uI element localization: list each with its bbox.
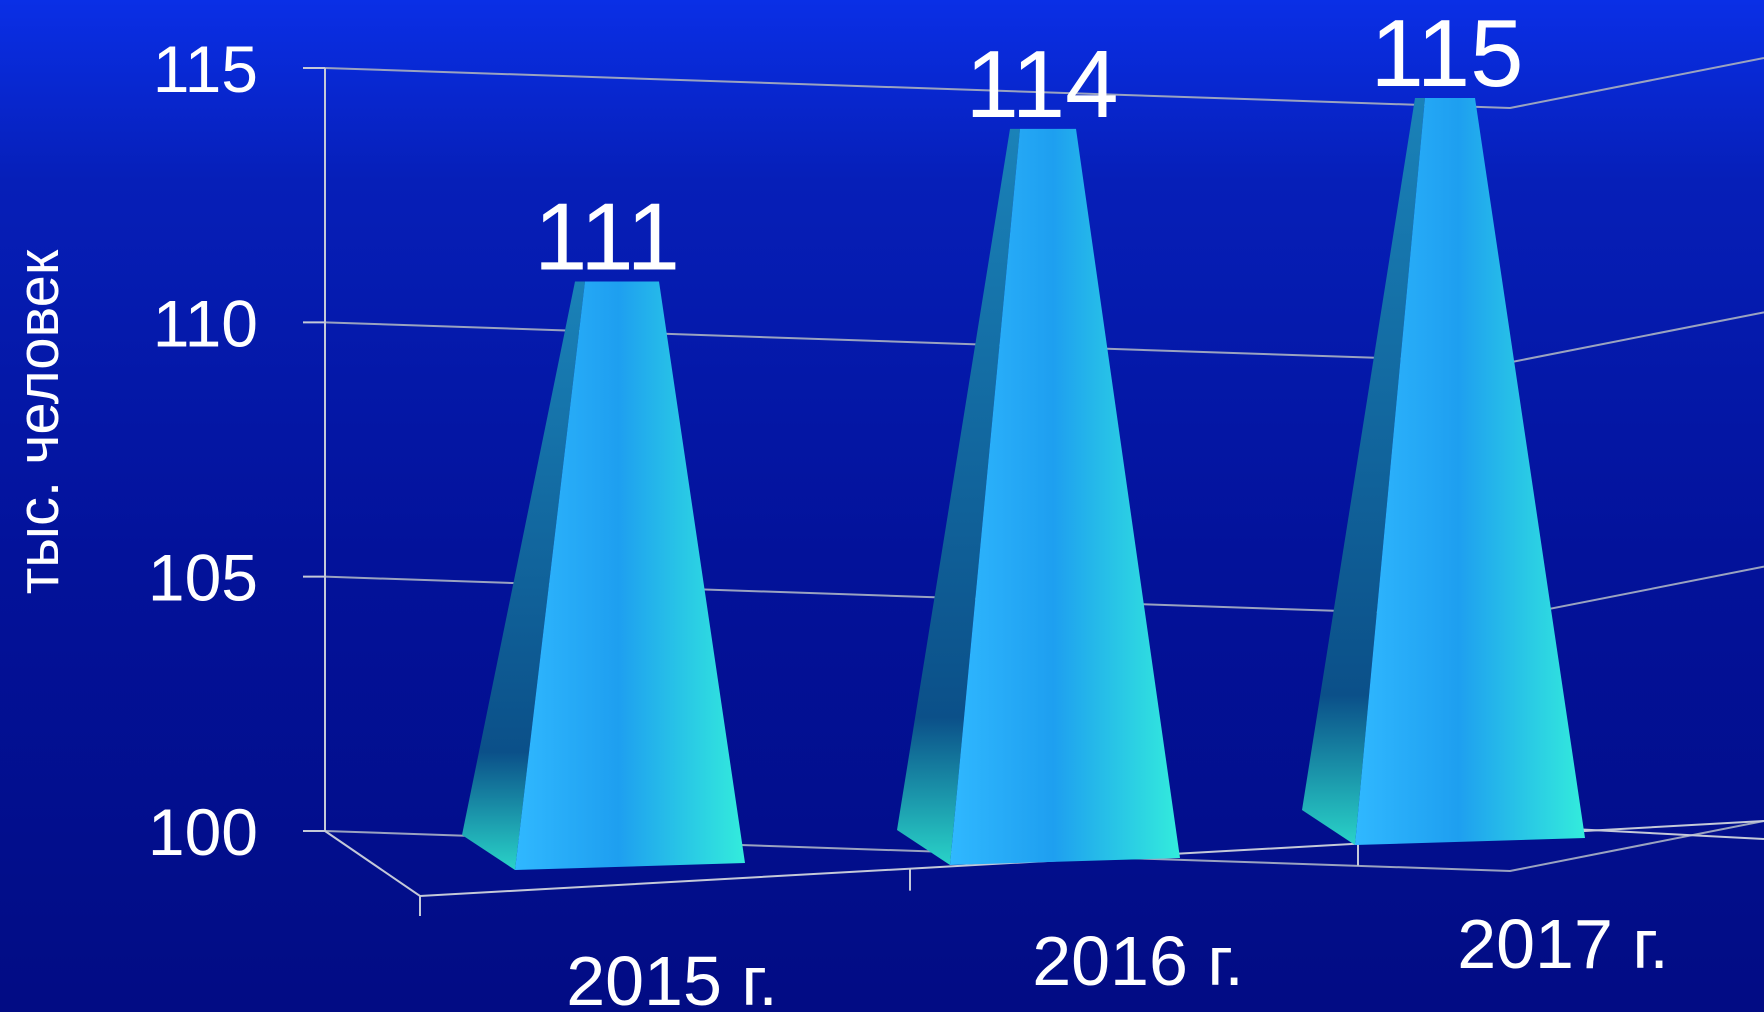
gridline-115 bbox=[324, 57, 1764, 110]
data-label: 111 bbox=[534, 183, 680, 290]
bars bbox=[462, 98, 1585, 870]
y-tick-label: 105 bbox=[148, 541, 258, 615]
y-axis-label: тыс. человек bbox=[6, 249, 71, 594]
y-tick-labels: 100 105 110 115 bbox=[148, 32, 258, 869]
x-category-label: 2017 г. bbox=[1457, 905, 1669, 983]
data-label: 114 bbox=[965, 31, 1118, 138]
bar-front-face bbox=[950, 128, 1180, 865]
bar-2015 г. bbox=[462, 281, 745, 870]
x-category-label: 2016 г. bbox=[1032, 922, 1244, 1000]
y-tick-label: 100 bbox=[148, 795, 258, 869]
y-tick-label: 110 bbox=[153, 286, 258, 360]
x-category-label: 2015 г. bbox=[566, 942, 778, 1012]
x-category-labels: 2015 г. 2016 г. 2017 г. bbox=[566, 905, 1669, 1012]
data-label: 115 bbox=[1370, 0, 1523, 107]
bar-side-face bbox=[1302, 98, 1425, 845]
y-tick-label: 115 bbox=[153, 32, 258, 106]
bar-2016 г. bbox=[897, 128, 1180, 865]
data-labels: 111 114 115 bbox=[534, 0, 1523, 290]
bar-2017 г. bbox=[1302, 98, 1585, 845]
bar-side-face bbox=[462, 281, 585, 870]
bar-front-face bbox=[515, 281, 745, 870]
bar-side-face bbox=[897, 128, 1020, 865]
bar-front-face bbox=[1355, 98, 1585, 845]
